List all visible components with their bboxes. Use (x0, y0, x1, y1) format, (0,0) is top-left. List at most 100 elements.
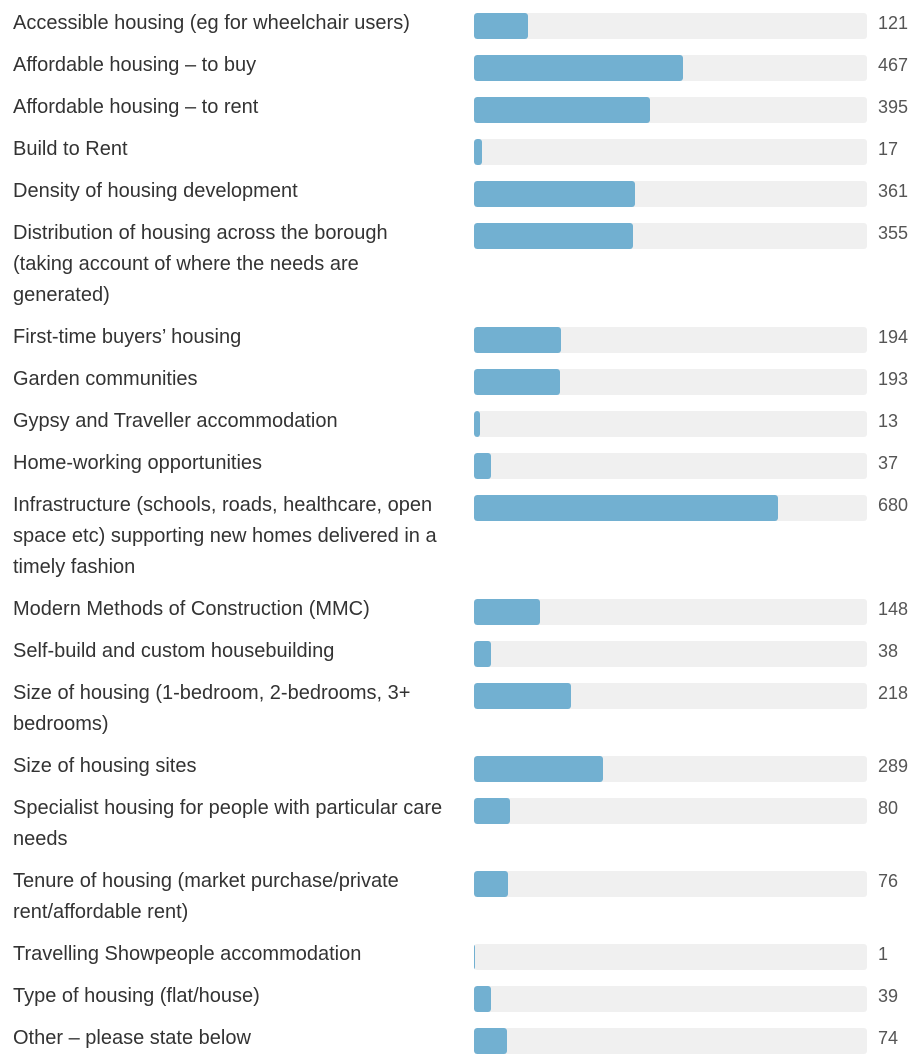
bar-track (474, 13, 867, 39)
bar (474, 181, 635, 207)
category-label: Infrastructure (schools, roads, healthca… (13, 490, 453, 583)
bar (474, 1028, 507, 1054)
bar (474, 599, 540, 625)
bar-track (474, 944, 867, 970)
row: Affordable housing – to rent 395 (0, 87, 915, 129)
value-label: 13 (878, 406, 898, 437)
category-label: Size of housing (1-bedroom, 2-bedrooms, … (13, 678, 453, 740)
value-label: 74 (878, 1023, 898, 1054)
category-label: Specialist housing for people with parti… (13, 793, 453, 855)
bar-track (474, 986, 867, 1012)
bar-track (474, 683, 867, 709)
row: Garden communities 193 (0, 359, 915, 401)
value-label: 1 (878, 939, 888, 970)
category-label: Garden communities (13, 364, 453, 395)
category-label: Tenure of housing (market purchase/priva… (13, 866, 453, 928)
bar (474, 495, 778, 521)
value-label: 194 (878, 322, 908, 353)
category-label: Gypsy and Traveller accommodation (13, 406, 453, 437)
bar (474, 453, 491, 479)
row: Accessible housing (eg for wheelchair us… (0, 3, 915, 45)
bar-track (474, 756, 867, 782)
value-label: 289 (878, 751, 908, 782)
row: Density of housing development 361 (0, 171, 915, 213)
bar (474, 756, 603, 782)
bar (474, 798, 510, 824)
row: Affordable housing – to buy 467 (0, 45, 915, 87)
bar-track (474, 181, 867, 207)
bar-track (474, 411, 867, 437)
bar (474, 411, 480, 437)
bar-track (474, 369, 867, 395)
row: Home-working opportunities 37 (0, 443, 915, 485)
bar (474, 97, 650, 123)
category-label: Distribution of housing across the borou… (13, 218, 453, 311)
category-label: First-time buyers’ housing (13, 322, 453, 353)
bar (474, 139, 482, 165)
value-label: 39 (878, 981, 898, 1012)
value-label: 37 (878, 448, 898, 479)
row: Build to Rent 17 (0, 129, 915, 171)
row: Specialist housing for people with parti… (0, 788, 915, 861)
bar (474, 13, 528, 39)
bar-track (474, 599, 867, 625)
bar (474, 641, 491, 667)
bar-track (474, 495, 867, 521)
value-label: 80 (878, 793, 898, 824)
bar-track (474, 97, 867, 123)
bar (474, 871, 508, 897)
category-label: Travelling Showpeople accommodation (13, 939, 453, 970)
bar (474, 683, 571, 709)
category-label: Modern Methods of Construction (MMC) (13, 594, 453, 625)
category-label: Self-build and custom housebuilding (13, 636, 453, 667)
category-label: Build to Rent (13, 134, 453, 165)
value-label: 193 (878, 364, 908, 395)
bar (474, 327, 561, 353)
value-label: 680 (878, 490, 908, 521)
value-label: 76 (878, 866, 898, 897)
value-label: 467 (878, 50, 908, 81)
bar-track (474, 55, 867, 81)
row: Travelling Showpeople accommodation 1 (0, 934, 915, 976)
value-label: 17 (878, 134, 898, 165)
row: Gypsy and Traveller accommodation 13 (0, 401, 915, 443)
row: Modern Methods of Construction (MMC) 148 (0, 589, 915, 631)
value-label: 148 (878, 594, 908, 625)
category-label: Other – please state below (13, 1023, 453, 1054)
category-label: Affordable housing – to rent (13, 92, 453, 123)
row: Distribution of housing across the borou… (0, 213, 915, 317)
value-label: 361 (878, 176, 908, 207)
bar-track (474, 871, 867, 897)
value-label: 355 (878, 218, 908, 249)
bar (474, 986, 491, 1012)
row: Type of housing (flat/house) 39 (0, 976, 915, 1018)
row: Size of housing sites 289 (0, 746, 915, 788)
value-label: 395 (878, 92, 908, 123)
category-label: Type of housing (flat/house) (13, 981, 453, 1012)
bar-track (474, 798, 867, 824)
row: Tenure of housing (market purchase/priva… (0, 861, 915, 934)
row: Size of housing (1-bedroom, 2-bedrooms, … (0, 673, 915, 746)
value-label: 38 (878, 636, 898, 667)
value-label: 121 (878, 8, 908, 39)
category-label: Size of housing sites (13, 751, 453, 782)
bar-track (474, 1028, 867, 1054)
bar-track (474, 453, 867, 479)
row: Self-build and custom housebuilding 38 (0, 631, 915, 673)
category-label: Home-working opportunities (13, 448, 453, 479)
bar-track (474, 327, 867, 353)
bar (474, 369, 560, 395)
row: Infrastructure (schools, roads, healthca… (0, 485, 915, 589)
category-label: Accessible housing (eg for wheelchair us… (13, 8, 453, 39)
bar (474, 223, 633, 249)
category-label: Density of housing development (13, 176, 453, 207)
bar-track (474, 139, 867, 165)
value-label: 218 (878, 678, 908, 709)
bar-track (474, 641, 867, 667)
bar (474, 55, 683, 81)
category-label: Affordable housing – to buy (13, 50, 453, 81)
row: Other – please state below 74 (0, 1018, 915, 1060)
row: First-time buyers’ housing 194 (0, 317, 915, 359)
